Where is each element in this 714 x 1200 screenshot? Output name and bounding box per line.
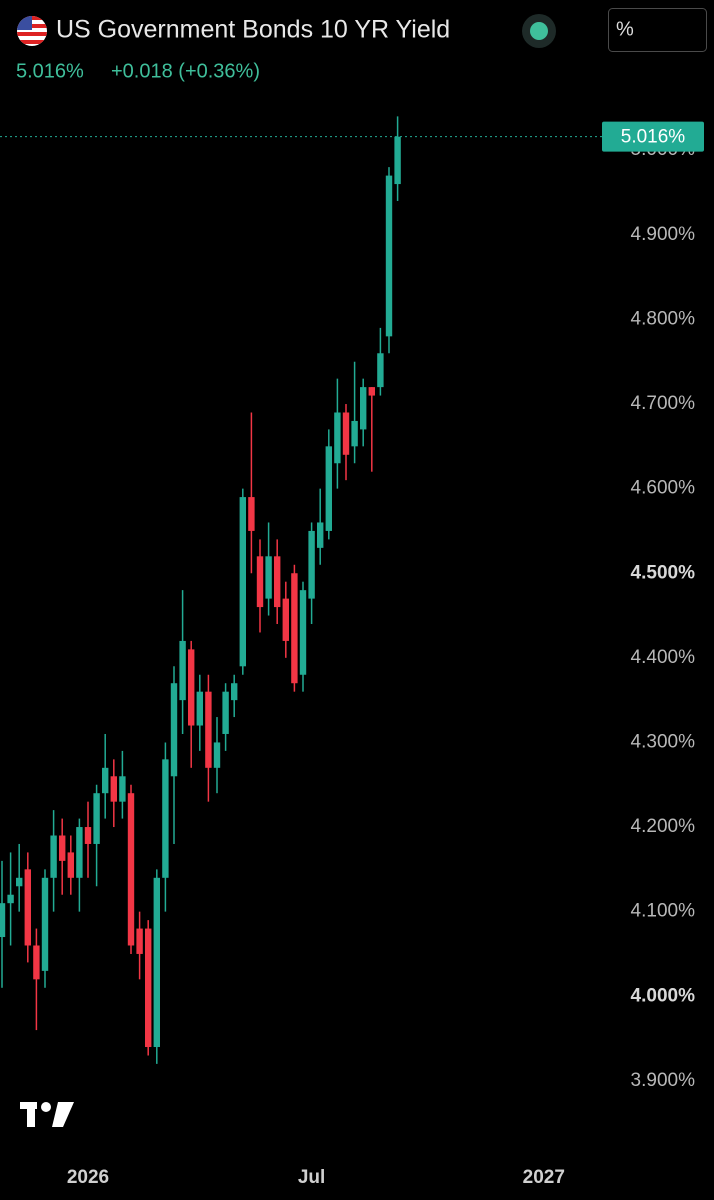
plot (0, 116, 710, 1082)
candle-body (385, 175, 393, 337)
candle-body (41, 877, 49, 971)
candle-body (93, 793, 100, 844)
candle-body (256, 556, 264, 608)
candle-body (102, 767, 109, 794)
last-price-tag (602, 121, 704, 152)
candle-body (342, 412, 350, 455)
candle-body (231, 683, 238, 701)
candle-body (205, 691, 212, 768)
price: 5.016% (16, 60, 84, 82)
y-tick-label: 4.200% (631, 816, 696, 837)
unit-button[interactable] (608, 8, 707, 52)
candle-body (308, 530, 315, 599)
price-change: +0.018 (+0.36%) (111, 60, 260, 82)
candle-body (110, 776, 117, 802)
candle-body (291, 573, 298, 684)
candle-body (334, 412, 341, 464)
x-tick-label: 2027 (523, 1167, 565, 1188)
candle-body (213, 742, 221, 768)
unit-button-label[interactable]: % (616, 18, 634, 40)
candle-body (170, 683, 178, 777)
status-dot (530, 22, 548, 40)
candle-body (76, 827, 83, 878)
candle-body (265, 556, 272, 599)
chart-title: US Government Bonds 10 YR Yield (56, 16, 450, 44)
candle-body (248, 497, 255, 531)
candle-body (274, 556, 281, 608)
y-tick-label: 4.100% (631, 901, 696, 922)
candle-body (325, 446, 332, 531)
candle-body (24, 869, 31, 946)
candle-body (153, 877, 160, 1048)
flag (17, 16, 47, 46)
y-tick-label: 4.700% (631, 393, 696, 414)
candle-body (67, 852, 74, 878)
candle-body (196, 691, 203, 726)
y-tick-label: 4.300% (631, 731, 696, 752)
candle-body (127, 793, 135, 946)
x-tick-label: 2026 (67, 1167, 109, 1188)
last-price-label: 5.016% (621, 127, 686, 148)
x-tick-label: Jul (298, 1167, 325, 1188)
candle-body (360, 387, 367, 430)
y-tick-label: 4.800% (631, 308, 696, 329)
candle-body (222, 691, 229, 734)
y-tick-label: 4.000% (631, 985, 696, 1006)
y-tick-label: 4.500% (631, 562, 696, 583)
candle-body (33, 945, 40, 980)
candle-body (351, 420, 358, 447)
y-tick-label: 4.600% (631, 478, 696, 499)
candle-body (7, 894, 14, 904)
candle-body (136, 928, 143, 954)
candle-body (145, 928, 152, 1048)
candle-body (299, 590, 307, 675)
candle-body (84, 827, 92, 844)
candle-body (59, 835, 66, 861)
candle-body (119, 776, 126, 802)
y-tick-label: 4.900% (631, 224, 696, 245)
candle-body (179, 640, 186, 701)
candle-body (317, 522, 324, 548)
candle-body (0, 903, 6, 938)
candle-body (368, 387, 375, 396)
candle-body (394, 136, 401, 185)
tradingview-logo (20, 1102, 74, 1127)
candle-body (377, 353, 384, 388)
candle-body (50, 835, 57, 878)
candle-body (239, 497, 246, 667)
candle-body (282, 598, 289, 641)
y-tick-label: 3.900% (631, 1070, 696, 1091)
candle-body (16, 877, 23, 887)
candle-body (188, 649, 195, 726)
y-tick-label: 4.400% (631, 647, 696, 668)
candle-body (162, 759, 169, 878)
